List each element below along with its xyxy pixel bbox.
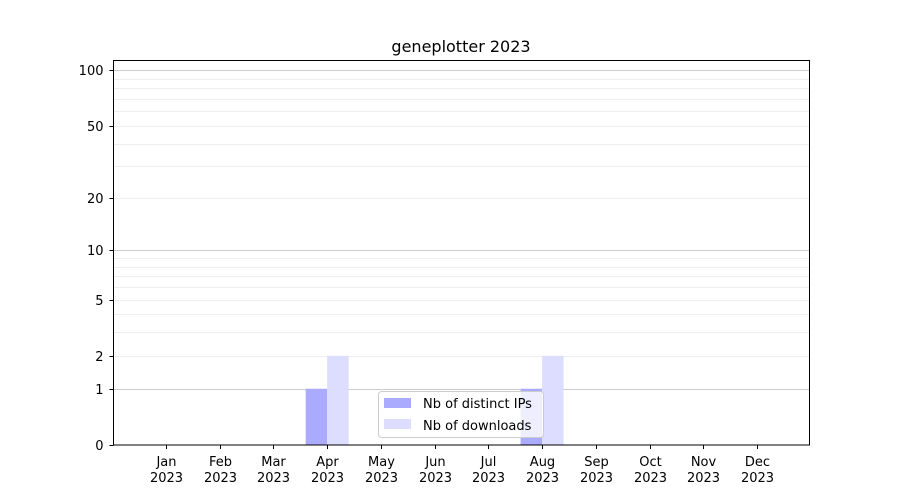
y-tick-label: 1 bbox=[95, 383, 103, 398]
x-tick-label-line: 2023 bbox=[257, 471, 290, 486]
y-tick-label: 2 bbox=[95, 350, 103, 365]
x-tick-label-line: 2023 bbox=[204, 471, 237, 486]
y-tick-label: 100 bbox=[79, 64, 104, 79]
x-tick-label-line: 2023 bbox=[419, 471, 452, 486]
x-tick-label-line: 2023 bbox=[311, 471, 344, 486]
grid bbox=[113, 70, 810, 390]
legend-frame bbox=[378, 391, 544, 438]
y-tick-label: 5 bbox=[95, 294, 103, 309]
x-tick-label-line: Jun bbox=[424, 455, 445, 470]
x-tick-label: Mar 2023 bbox=[257, 455, 290, 486]
x-tick-label: Jan 2023 bbox=[150, 455, 183, 486]
legend-label-ips: Nb of distinct IPs bbox=[423, 397, 532, 412]
chart-title: geneplotter 2023 bbox=[391, 37, 530, 56]
bar-downloads bbox=[542, 355, 564, 445]
bar-distinct-ips bbox=[305, 388, 328, 445]
y-tick-label: 20 bbox=[87, 192, 104, 207]
x-tick-label-line: 2023 bbox=[365, 471, 398, 486]
x-tick-label-line: Sep bbox=[584, 455, 609, 470]
x-tick-label-line: Aug bbox=[530, 455, 555, 470]
x-tick-label: Aug 2023 bbox=[526, 455, 559, 486]
x-tick-label-line: Nov bbox=[691, 455, 717, 470]
x-tick-label: Apr 2023 bbox=[311, 455, 344, 486]
x-tick-label: Oct 2023 bbox=[634, 455, 667, 486]
x-tick-label: Feb 2023 bbox=[204, 455, 237, 486]
legend: Nb of distinct IPs Nb of downloads bbox=[378, 391, 544, 438]
y-axis: 0 1 2 5 10 20 50 100 bbox=[79, 64, 114, 454]
x-tick-label-line: Oct bbox=[639, 455, 661, 470]
x-tick-label-line: 2023 bbox=[687, 471, 720, 486]
bar-downloads bbox=[327, 355, 349, 445]
plot-frame bbox=[113, 60, 810, 446]
x-tick-label: Jul 2023 bbox=[472, 455, 505, 486]
x-tick-label-line: Mar bbox=[261, 455, 286, 470]
legend-swatch-ips bbox=[384, 398, 411, 408]
x-tick-label-line: Feb bbox=[209, 455, 232, 470]
y-tick-label: 50 bbox=[87, 120, 104, 135]
legend-label-downloads: Nb of downloads bbox=[423, 419, 532, 434]
x-tick-label-line: 2023 bbox=[580, 471, 613, 486]
x-tick-label-line: Jan bbox=[155, 455, 176, 470]
x-tick-label-line: 2023 bbox=[526, 471, 559, 486]
legend-swatch-downloads bbox=[384, 419, 411, 429]
y-tick-label: 0 bbox=[95, 439, 103, 454]
x-tick-label-line: May bbox=[368, 455, 395, 470]
x-tick-label-line: Apr bbox=[316, 455, 339, 470]
x-tick-label: Sep 2023 bbox=[580, 455, 613, 486]
x-tick-label: Dec 2023 bbox=[741, 455, 774, 486]
x-tick-label: Jun 2023 bbox=[419, 455, 452, 486]
x-tick-label-line: 2023 bbox=[741, 471, 774, 486]
y-tick-label: 10 bbox=[87, 244, 104, 259]
x-tick-label-line: 2023 bbox=[634, 471, 667, 486]
x-tick-label: May 2023 bbox=[365, 455, 398, 486]
x-tick-label-line: 2023 bbox=[150, 471, 183, 486]
x-tick-label-line: 2023 bbox=[472, 471, 505, 486]
x-tick-label-line: Jul bbox=[480, 455, 497, 470]
x-tick-label-line: Dec bbox=[745, 455, 770, 470]
x-tick-label: Nov 2023 bbox=[687, 455, 720, 486]
